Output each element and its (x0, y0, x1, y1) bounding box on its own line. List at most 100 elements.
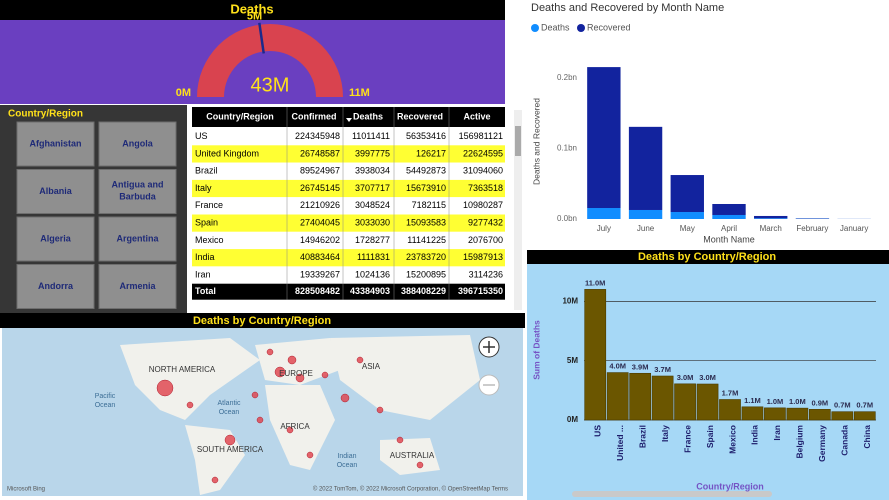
table-header-cell: Active (463, 111, 490, 121)
data-label: 3.7M (654, 365, 671, 374)
gauge-max-label: 11M (349, 87, 370, 99)
slicer-button[interactable] (16, 169, 95, 214)
table-total-cell: 388408229 (401, 286, 446, 296)
table-cell: 11141225 (407, 235, 446, 245)
chart-title: Deaths by Country/Region (638, 251, 776, 263)
map-bubble[interactable] (286, 426, 294, 434)
map-bubble[interactable] (376, 406, 384, 414)
map-bubble[interactable] (287, 355, 297, 365)
map-bubble[interactable] (340, 393, 350, 403)
map-bubble[interactable] (224, 434, 236, 446)
table-row (192, 249, 505, 267)
map-bubble[interactable] (156, 379, 174, 397)
slicer-button[interactable] (98, 169, 177, 214)
table-cell: 26745145 (300, 183, 340, 193)
map-bubble[interactable] (356, 356, 364, 364)
table-row (192, 145, 505, 163)
map-bubble[interactable] (211, 476, 219, 484)
table-cell: 11011411 (352, 131, 390, 141)
chart-panel (527, 0, 889, 250)
y-axis-title: Deaths and Recovered (531, 98, 541, 185)
map-bubble[interactable] (396, 436, 404, 444)
table-header-cell: Confirmed (292, 111, 337, 121)
continent-label: ASIA (362, 362, 381, 371)
slicer-item: Argentina (116, 233, 159, 243)
bar (629, 372, 652, 421)
table-total-cell: 828508482 (295, 286, 340, 296)
table-total-row (192, 283, 505, 300)
map-bubble[interactable] (295, 373, 305, 383)
data-label: 1.0M (767, 397, 784, 406)
table-cell: 31094060 (463, 166, 503, 176)
map-bubble[interactable] (306, 451, 314, 459)
table-scroll-thumb[interactable] (515, 126, 521, 156)
bar-segment (670, 175, 704, 213)
table-row (192, 128, 505, 146)
x-tick-label: Mexico (727, 425, 737, 454)
slicer-item: Afghanistan (29, 138, 81, 148)
gauge-title: Deaths (230, 1, 273, 16)
table-cell: 54492873 (406, 166, 446, 176)
table-cell: 89524967 (300, 166, 340, 176)
data-label: 3.9M (632, 362, 649, 371)
bar-segment (670, 212, 704, 219)
slicer-button[interactable] (16, 121, 95, 167)
bar (651, 375, 674, 421)
table-header-cell: Country/Region (206, 111, 274, 121)
map-bubble[interactable] (416, 461, 424, 469)
table-cell: 126217 (416, 148, 446, 158)
slicer-button[interactable] (98, 121, 177, 167)
table-header (192, 107, 505, 127)
map-bubble[interactable] (251, 391, 259, 399)
chart-scrollbar[interactable] (572, 491, 772, 497)
x-tick-label: France (682, 425, 692, 453)
table-cell: 9277432 (468, 218, 503, 228)
land-asia (330, 335, 480, 420)
table-cell: 3114236 (469, 269, 503, 279)
table-cell: Mexico (195, 235, 224, 245)
slicer-button[interactable] (98, 264, 177, 309)
slicer-button[interactable] (98, 216, 177, 262)
table-total-cell: 43384903 (350, 286, 390, 296)
map-bubble[interactable] (256, 416, 264, 424)
x-tick-label: February (796, 224, 828, 233)
map-bubble[interactable] (321, 371, 329, 379)
table-cell: 1024136 (355, 269, 390, 279)
data-label: 0.7M (834, 401, 851, 410)
continent-label: NORTH AMERICA (149, 365, 216, 374)
y-tick-label: 0.0bn (557, 214, 577, 223)
map-bubble[interactable] (274, 366, 286, 378)
slicer-button[interactable] (16, 264, 95, 309)
bar (808, 409, 831, 421)
table-cell: 1728277 (355, 235, 390, 245)
table-cell: 27404045 (300, 218, 340, 228)
continent-label: AFRICA (280, 422, 310, 431)
x-tick-label: March (760, 224, 782, 233)
slicer-button[interactable] (16, 216, 95, 262)
table-cell: 15200895 (406, 269, 446, 279)
table-cell: 3707717 (355, 183, 390, 193)
table-scrollbar[interactable] (514, 110, 522, 310)
table-cell: 3938034 (355, 166, 390, 176)
ocean-label: Pacific Ocean (95, 393, 116, 409)
table-cell: 22624595 (463, 148, 503, 158)
table-total-cell: 396715350 (458, 286, 503, 296)
data-label: 0.9M (812, 398, 829, 407)
map-bubble[interactable] (266, 348, 274, 356)
map-bubble[interactable] (186, 401, 194, 409)
x-tick-label: Belgium (795, 425, 805, 459)
data-label: 1.1M (744, 396, 761, 405)
ocean-label: Atlantic Ocean (218, 400, 241, 416)
continent-label: AUSTRALIA (390, 451, 435, 460)
x-tick-label: April (721, 224, 737, 233)
table-cell: 3033030 (355, 218, 390, 228)
table-header-cell: Recovered (397, 111, 443, 121)
legend-label: Deaths (541, 22, 570, 32)
bar-segment (754, 215, 788, 219)
bar (584, 289, 607, 421)
x-tick-label: Germany (817, 425, 827, 462)
table-cell: US (195, 131, 208, 141)
bar (786, 407, 809, 421)
table-cell: 224345948 (295, 131, 340, 141)
gauge-value: 43M (251, 74, 290, 96)
